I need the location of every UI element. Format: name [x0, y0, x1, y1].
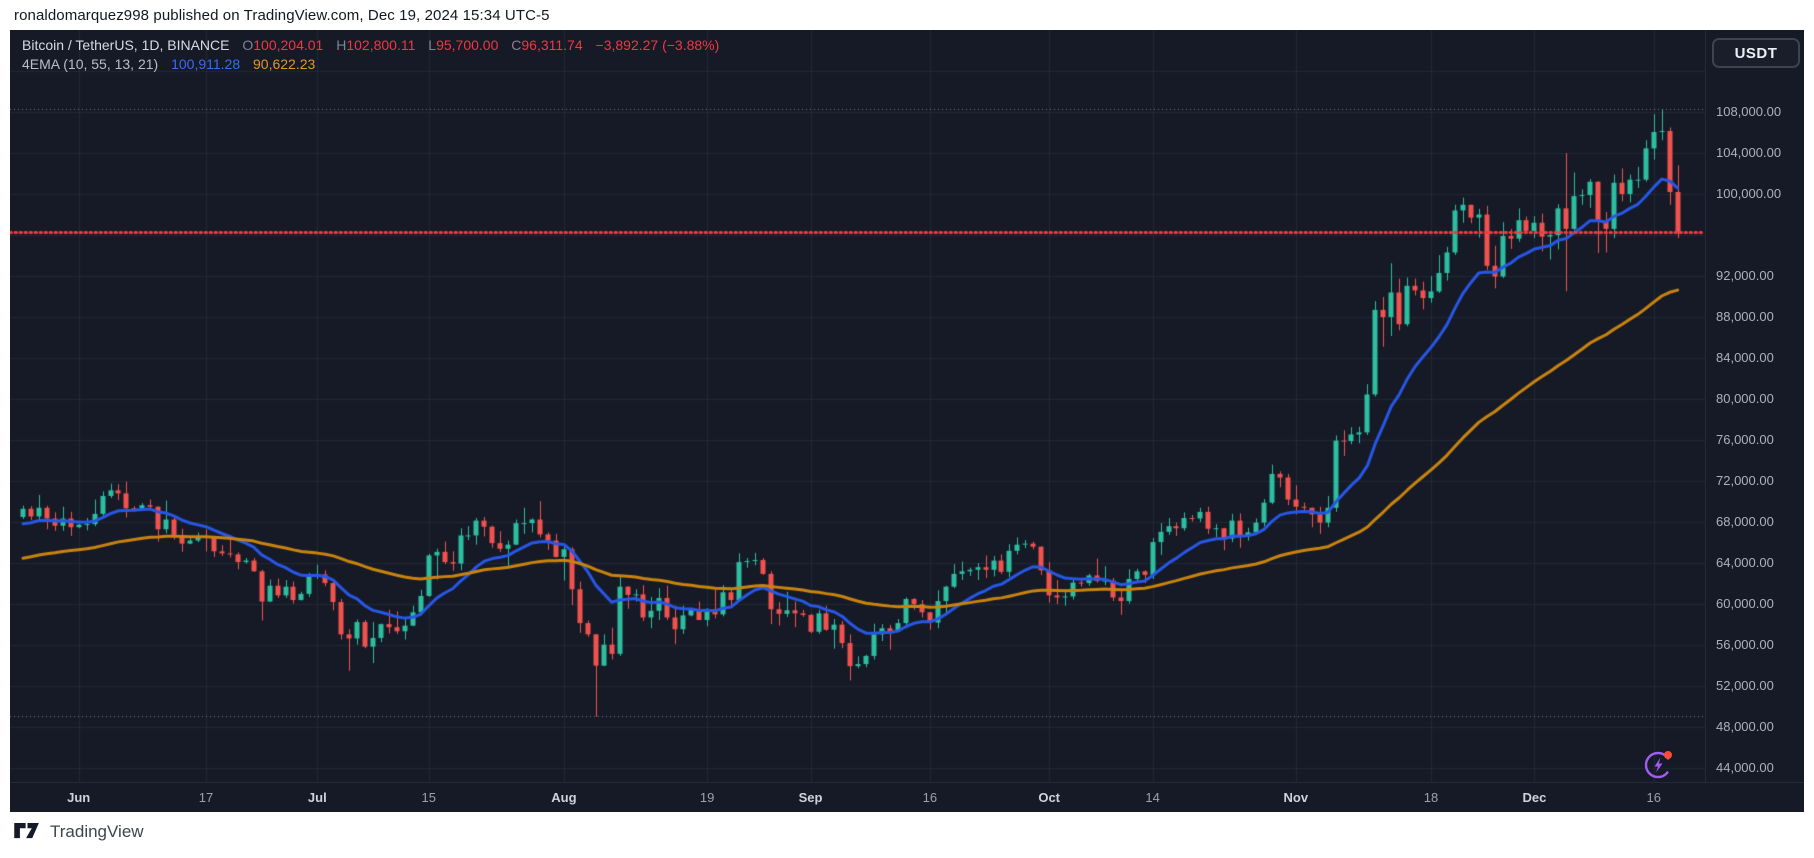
price-axis-label: 72,000.00 [1716, 473, 1774, 489]
lightning-circle-icon[interactable] [1641, 746, 1677, 782]
time-axis-label: 18 [1423, 790, 1439, 805]
time-axis-label: Dec [1522, 790, 1547, 805]
indicator-slow-value: 90,622.23 [253, 56, 316, 72]
time-axis-label: Oct [1038, 790, 1061, 805]
open-value: 100,204.01 [253, 37, 324, 53]
legend-indicator-row: 4EMA (10, 55, 13, 21) 100,911.28 90,622.… [22, 55, 719, 74]
close-label: C [511, 37, 522, 53]
high-label: H [336, 37, 347, 53]
price-axis-label: 52,000.00 [1716, 678, 1774, 694]
low-label: L [428, 37, 437, 53]
tradingview-brand-text: TradingView [50, 822, 144, 841]
tradingview-logo-icon [14, 823, 39, 839]
time-axis-label: 16 [922, 790, 938, 805]
price-axis-label: 64,000.00 [1716, 555, 1774, 571]
lightning-bolt-glyph [1654, 757, 1663, 773]
price-axis-label: 108,000.00 [1716, 104, 1782, 120]
time-axis-label: Jul [307, 790, 327, 805]
price-axis-label: 56,000.00 [1716, 637, 1774, 653]
price-axis-label: 76,000.00 [1716, 432, 1774, 448]
time-axis-label: 17 [198, 790, 214, 805]
time-axis-label: Aug [551, 790, 577, 805]
time-axis[interactable]: Jun 17 Jul 15 Aug 19 Sep 16 Oct 14 Nov 18 Dec 16 [10, 782, 1804, 813]
legend-symbol-row: Bitcoin / TetherUS, 1D, BINANCE O100,204… [22, 36, 719, 55]
currency-unit-button[interactable]: USDT [1712, 38, 1800, 68]
price-axis-label: 44,000.00 [1716, 760, 1774, 776]
notification-dot [1664, 751, 1672, 759]
symbol-title: Bitcoin / TetherUS, 1D, BINANCE [22, 37, 230, 53]
time-axis-label: Nov [1283, 790, 1309, 805]
chart-legend: Bitcoin / TetherUS, 1D, BINANCE O100,204… [22, 36, 719, 74]
time-axis-label: 14 [1145, 790, 1160, 805]
price-pane-canvas[interactable] [10, 30, 1705, 782]
indicator-title: 4EMA (10, 55, 13, 21) [22, 56, 159, 72]
price-axis-label: 60,000.00 [1716, 596, 1774, 612]
open-label: O [242, 37, 254, 53]
price-axis-label: 48,000.00 [1716, 719, 1774, 735]
time-axis-label: Jun [67, 790, 91, 805]
time-axis-label: 15 [421, 790, 436, 805]
price-axis-label: 88,000.00 [1716, 309, 1774, 325]
price-axis-label: 84,000.00 [1716, 350, 1774, 366]
time-axis-label: 19 [699, 790, 715, 805]
time-axis-label: 16 [1646, 790, 1661, 805]
price-axis-label: 104,000.00 [1716, 145, 1782, 161]
time-axis-label: Sep [798, 790, 823, 805]
footer: TradingView [0, 812, 1814, 858]
chart-panel: Bitcoin / TetherUS, 1D, BINANCE O100,204… [10, 30, 1804, 812]
price-axis-label: 80,000.00 [1716, 391, 1774, 407]
tradingview-brand-link[interactable]: TradingView [14, 822, 144, 842]
price-axis-label: 100,000.00 [1716, 186, 1782, 202]
close-value: 96,311.74 [521, 37, 583, 53]
price-axis-label: 68,000.00 [1716, 514, 1774, 530]
indicator-fast-value: 100,911.28 [171, 56, 241, 72]
low-value: 95,700.00 [436, 37, 499, 53]
price-axis[interactable]: 96,311.74 03:25:27 108,000.00104,000.001… [1705, 30, 1805, 782]
attribution-text: ronaldomarquez998 published on TradingVi… [14, 7, 550, 24]
change-value: −3,892.27 (−3.88%) [595, 37, 720, 53]
high-value: 102,800.11 [346, 37, 416, 53]
price-axis-label: 92,000.00 [1716, 268, 1774, 284]
